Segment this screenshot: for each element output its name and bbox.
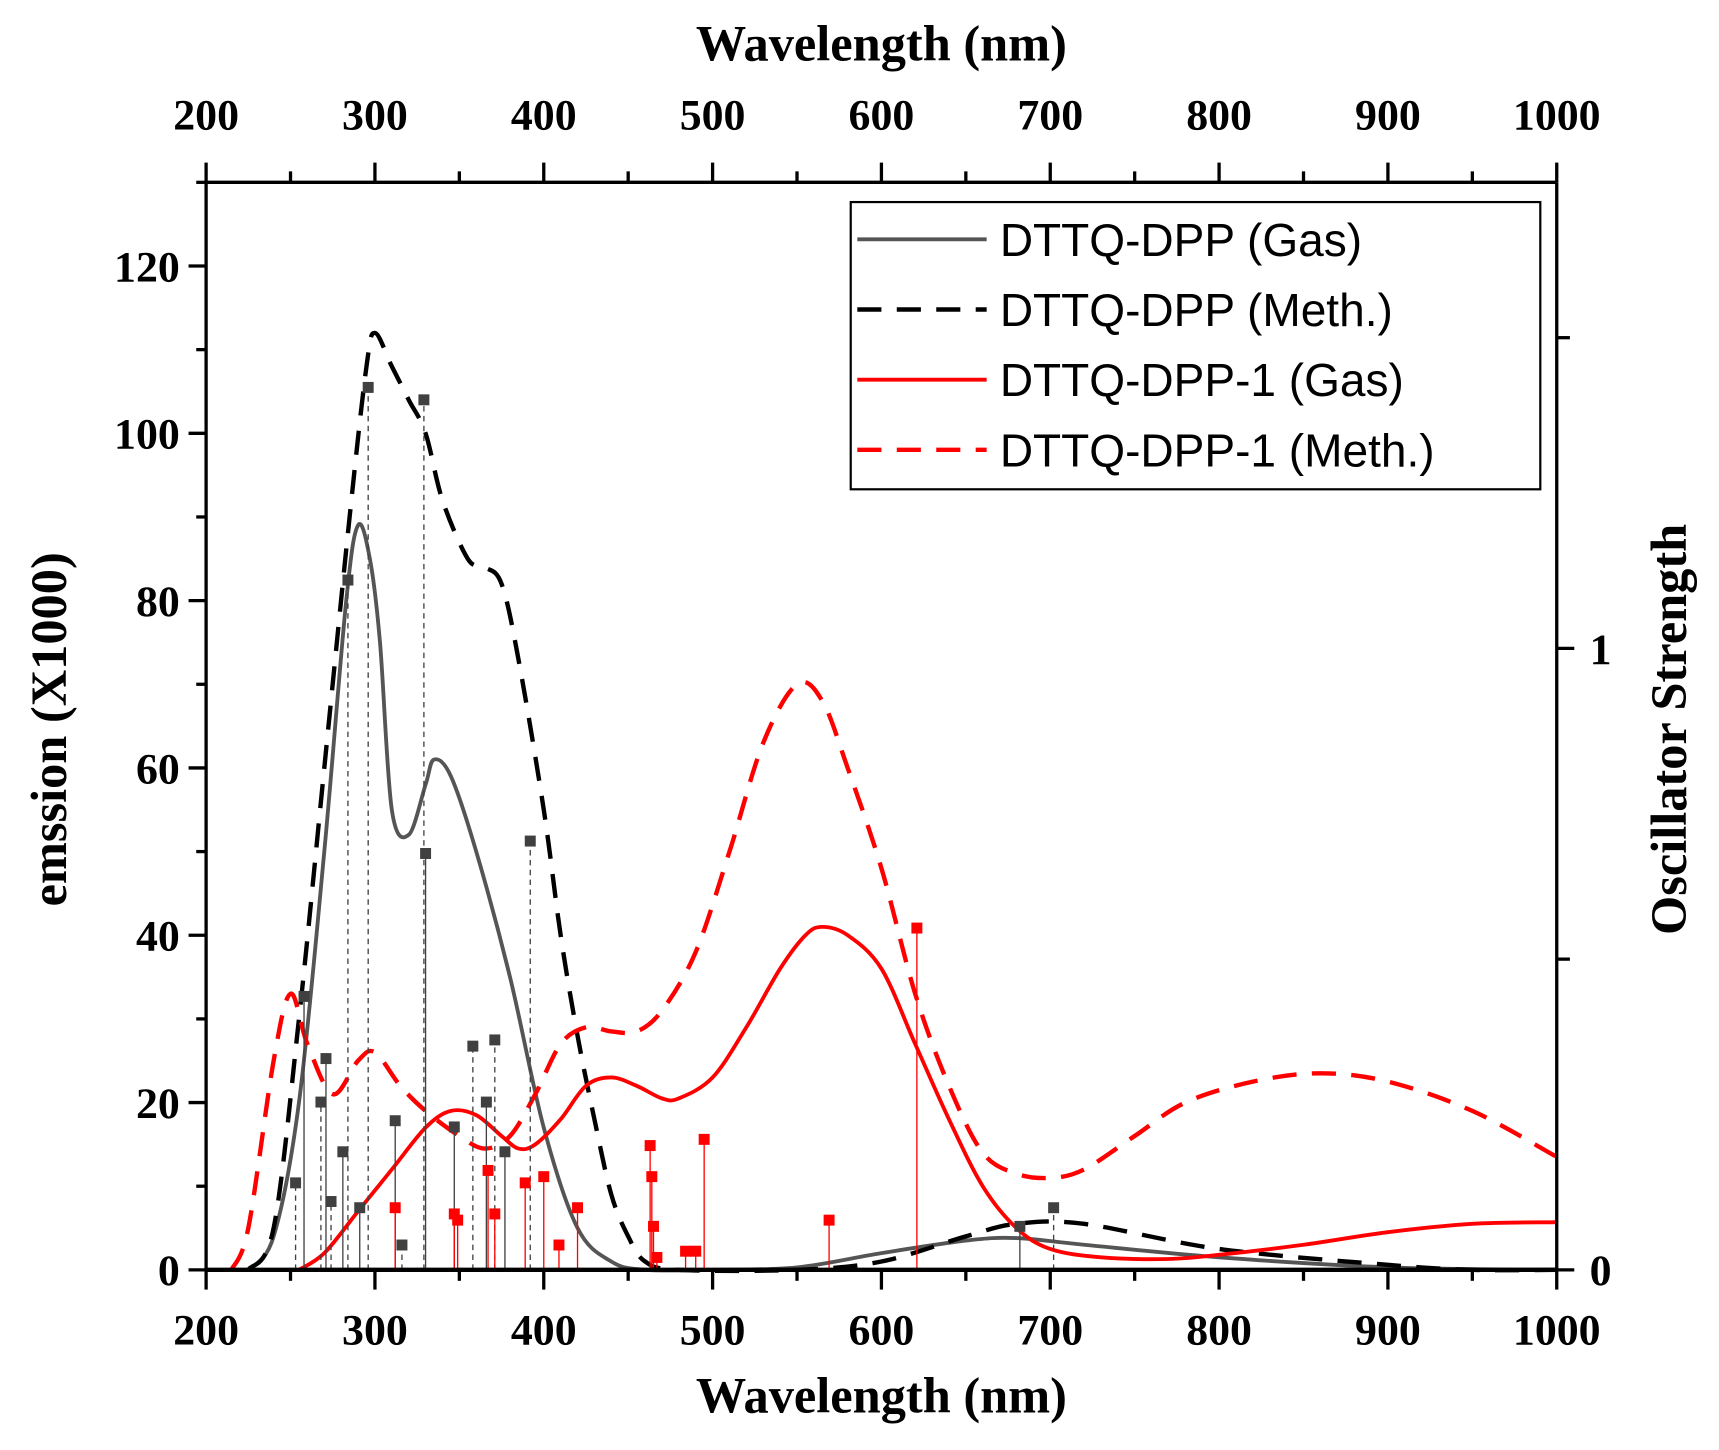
oscillator-marker (337, 1146, 349, 1158)
oscillator-marker (320, 1053, 332, 1065)
oscillator-marker (489, 1208, 501, 1220)
legend-box (849, 200, 1542, 491)
x-top-tick-label: 900 (1355, 92, 1421, 140)
right-y-tick-label: 0 (1590, 1247, 1612, 1295)
x-tick-label: 700 (1017, 1306, 1083, 1354)
y-tick-label: 0 (158, 1247, 180, 1295)
x-top-tick-label: 200 (173, 92, 239, 140)
oscillator-marker (467, 1040, 479, 1052)
legend-label: DTTQ-DPP (Gas) (1000, 214, 1362, 266)
oscillator-marker (448, 1121, 460, 1133)
x-tick-label: 500 (680, 1306, 746, 1354)
oscillator-marker (489, 1034, 501, 1046)
x-tick-label: 900 (1355, 1306, 1421, 1354)
right-y-tick-label: 1 (1590, 626, 1612, 674)
y-tick-label: 100 (114, 411, 180, 459)
oscillator-marker (354, 1202, 366, 1214)
x-top-tick-label: 500 (680, 92, 746, 140)
oscillator-marker (420, 848, 432, 859)
x-top-tick-label: 400 (511, 92, 577, 140)
oscillator-marker (342, 574, 354, 586)
oscillator-marker (680, 1245, 692, 1257)
x-top-tick-label: 700 (1017, 92, 1083, 140)
oscillator-marker (448, 1208, 460, 1220)
oscillator-marker (698, 1133, 710, 1145)
y-tick-label: 80 (136, 578, 180, 626)
oscillator-marker (1014, 1220, 1026, 1232)
legend-label: DTTQ-DPP-1 (Gas) (1000, 354, 1404, 406)
x-tick-label: 600 (849, 1306, 915, 1354)
y-tick-label: 40 (136, 913, 180, 961)
oscillator-marker (572, 1202, 584, 1214)
oscillator-marker (452, 1214, 464, 1226)
oscillator-marker (524, 835, 536, 847)
oscillator-marker (553, 1239, 565, 1251)
x-top-tick-label: 800 (1186, 92, 1252, 140)
oscillator-marker (389, 1115, 401, 1127)
x-tick-label: 200 (173, 1306, 239, 1354)
oscillator-marker (480, 1096, 492, 1108)
oscillator-marker (396, 1239, 408, 1251)
x-top-tick-label: 600 (849, 92, 915, 140)
oscillator-marker (651, 1251, 663, 1263)
x-top-tick-label: 1000 (1513, 92, 1601, 140)
oscillator-marker (482, 1164, 494, 1176)
series-line-1 (246, 330, 1557, 1274)
oscillator-marker (298, 990, 310, 1002)
x-tick-label: 400 (511, 1306, 577, 1354)
axes: 2002003003004004005005006006007007008008… (114, 92, 1612, 1355)
y-axis-title-right: Oscillator Strength (1641, 524, 1697, 935)
oscillator-marker (1048, 1202, 1060, 1214)
oscillator-marker (499, 1146, 511, 1158)
x-axis-title-bottom: Wavelength (nm) (696, 1367, 1067, 1423)
series-curves (229, 330, 1558, 1274)
legend-label: DTTQ-DPP (Meth.) (1000, 284, 1393, 336)
x-tick-label: 1000 (1513, 1306, 1601, 1354)
oscillator-marker (290, 1177, 302, 1189)
oscillator-marker (418, 394, 430, 406)
legend-label: DTTQ-DPP-1 (Meth.) (1000, 424, 1435, 476)
oscillator-marker (389, 1202, 401, 1214)
x-top-tick-label: 300 (342, 92, 408, 140)
oscillator-marker (362, 381, 374, 393)
x-tick-label: 800 (1186, 1306, 1252, 1354)
oscillator-marker (519, 1177, 531, 1189)
series-line-0 (246, 522, 1557, 1273)
x-tick-label: 300 (342, 1306, 408, 1354)
oscillator-sticks (290, 381, 1060, 1270)
series-line-3 (229, 679, 1558, 1271)
y-axis-title-left: emssion (X1000) (21, 552, 77, 906)
oscillator-marker (538, 1171, 550, 1183)
oscillator-marker (911, 922, 923, 934)
oscillator-marker (315, 1096, 327, 1108)
oscillator-marker (644, 1140, 656, 1152)
x-axis-title-top: Wavelength (nm) (696, 16, 1067, 72)
series-line-2 (297, 924, 1557, 1272)
oscillator-marker (646, 1171, 658, 1183)
y-tick-label: 120 (114, 243, 180, 291)
oscillator-marker (325, 1196, 337, 1207)
y-tick-label: 20 (136, 1080, 180, 1128)
oscillator-marker (648, 1220, 659, 1232)
oscillator-marker (823, 1214, 835, 1226)
oscillator-marker (690, 1245, 702, 1257)
legend: DTTQ-DPP (Gas) DTTQ-DPP (Meth.) DTTQ-DPP-1… (849, 200, 1542, 491)
y-tick-label: 60 (136, 745, 180, 793)
